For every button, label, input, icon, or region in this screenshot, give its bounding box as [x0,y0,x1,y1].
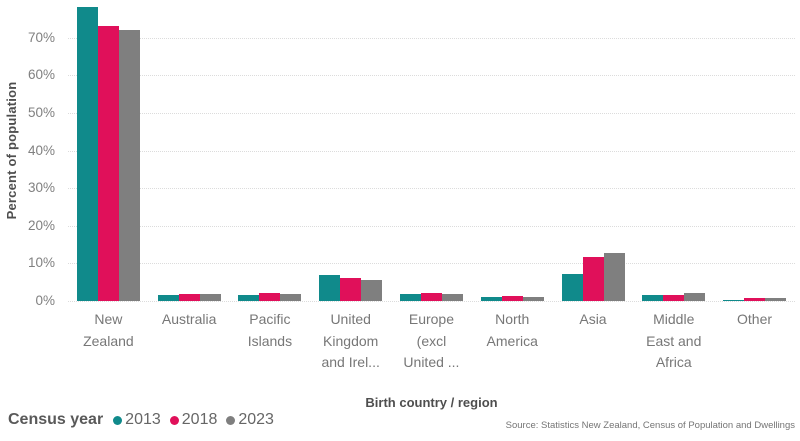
bar-2023-2[interactable] [199,293,221,301]
x-tick-label-4: United Kingdom and Irel... [321,311,380,370]
legend-swatch-icon [113,415,123,425]
x-tick-label-3: Pacific Islands [247,311,293,349]
bar-group-4 [310,274,391,301]
x-tick-label-8: Middle East and Africa [646,311,702,370]
bar-2018-8[interactable] [663,294,685,301]
bar-2023-7[interactable] [603,253,625,301]
legend: Census year 2013 2018 2023 [8,411,283,429]
y-tick-label-10: 10% [27,255,55,271]
bar-2023-1[interactable] [118,30,140,301]
bar-2013-1[interactable] [76,6,98,301]
bar-2013-2[interactable] [157,294,179,301]
gridline-70 [68,37,795,39]
bar-2018-4[interactable] [340,277,362,301]
y-tick-label-0: 0% [35,293,55,308]
bar-2018-5[interactable] [420,292,442,301]
x-tick-label-2: Australia [161,311,217,327]
bar-2023-6[interactable] [522,296,544,301]
bar-2013-3[interactable] [238,294,260,301]
y-axis-tick-labels: 0% 10% 20% 30% 40% 50% 60% 70% [0,0,62,308]
gridline-50 [68,112,795,114]
gridline-30 [68,188,795,190]
legend-item-2018[interactable]: 2018 [169,411,218,429]
bar-2013-7[interactable] [561,273,583,301]
bar-group-7 [553,253,634,301]
legend-item-2023[interactable]: 2023 [226,411,274,429]
legend-item-label: 2018 [181,411,218,428]
bar-2018-9[interactable] [744,298,766,301]
bar-group-2 [149,293,230,301]
bar-group-5 [391,292,472,301]
legend-item-2013[interactable]: 2013 [113,411,161,429]
y-tick-label-40: 40% [27,142,55,158]
legend-title: Census year [8,411,104,428]
bar-2023-3[interactable] [280,293,302,301]
plot-area [68,0,795,302]
bar-2013-4[interactable] [319,274,341,301]
x-axis-tick-labels: New Zealand Australia Pacific Islands Unite… [68,309,795,374]
bar-2013-8[interactable] [642,295,664,301]
bar-2018-2[interactable] [178,293,200,301]
y-tick-label-50: 50% [27,104,55,120]
source-note: Source: Statistics New Zealand, Census o… [505,420,795,431]
gridline-60 [68,75,795,77]
bar-2013-6[interactable] [480,296,502,301]
bar-group-8 [633,293,714,301]
y-tick-label-70: 70% [27,29,55,45]
bar-group-9 [714,298,795,301]
x-tick-label-7: Asia [579,311,607,327]
bar-group-3 [230,293,311,301]
bar-2018-3[interactable] [259,293,281,301]
x-tick-label-5: Europe (excl United ... [403,311,460,370]
bar-2023-4[interactable] [361,280,383,301]
bar-2023-5[interactable] [441,293,463,301]
gridline-0 [68,301,795,302]
bar-2018-7[interactable] [582,257,604,301]
gridline-20 [68,225,795,227]
y-tick-label-30: 30% [27,180,55,196]
x-tick-label-9: Other [737,311,773,327]
legend-item-label: 2023 [238,411,274,428]
x-axis-title: Birth country / region [365,395,498,410]
bar-2018-6[interactable] [501,296,523,301]
legend-swatch-icon [169,415,179,425]
y-tick-label-20: 20% [27,217,55,233]
bar-2023-9[interactable] [765,298,787,301]
bar-2013-5[interactable] [399,293,421,301]
bar-2018-1[interactable] [97,25,119,301]
x-tick-label-1: New Zealand [83,311,134,349]
bar-2013-9[interactable] [723,299,745,301]
legend-swatch-icon [226,415,236,425]
bar-2023-8[interactable] [684,293,706,301]
bar-group-1 [68,6,149,301]
bar-group-6 [472,296,553,301]
x-tick-label-6: North America [486,311,538,349]
y-tick-label-60: 60% [27,67,55,83]
gridline-10 [68,263,795,265]
gridline-40 [68,150,795,152]
legend-item-label: 2013 [125,411,161,428]
